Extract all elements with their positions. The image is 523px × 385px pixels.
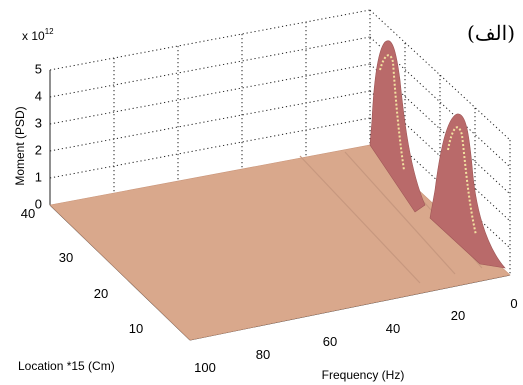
- z-axis-label: Moment (PSD): [13, 106, 27, 185]
- grid-line: [49, 63, 371, 125]
- peak-1-highlight: [379, 54, 405, 171]
- frequency-axis-label: Frequency (Hz): [322, 368, 405, 382]
- location-tick-label: 20: [94, 286, 108, 301]
- surface: [49, 40, 511, 341]
- z-multiplier-exponent: 12: [45, 27, 54, 36]
- surface-ridge: [299, 155, 421, 284]
- grid-line: [49, 90, 371, 152]
- z-tick-label: 4: [35, 88, 42, 103]
- frequency-tick-label: 40: [386, 321, 400, 336]
- z-tick-label: 3: [35, 115, 42, 130]
- location-axis-label: Location *15 (Cm): [18, 359, 115, 373]
- z-tick-label: 1: [35, 169, 42, 184]
- z-tick-label: 0: [35, 196, 42, 211]
- location-axis-ticks: 40 30 20 10: [21, 206, 143, 336]
- frequency-tick-label: 60: [323, 334, 337, 349]
- location-tick-label: 40: [21, 206, 35, 221]
- frequency-tick-label: 100: [194, 360, 216, 375]
- z-axis-ticks: 0 1 2 3 4 5: [35, 61, 42, 211]
- grid-line: [49, 9, 371, 71]
- location-tick-label: 30: [59, 250, 73, 265]
- frequency-tick-label: 20: [451, 308, 465, 323]
- surface-ridge: [344, 151, 456, 275]
- frequency-tick-label: 0: [510, 296, 517, 311]
- location-tick-label: 10: [129, 321, 143, 336]
- surface-peak-2: [429, 113, 506, 269]
- z-multiplier: x 1012: [22, 27, 54, 43]
- z-tick-label: 2: [35, 142, 42, 157]
- panel-label: (الف): [467, 21, 515, 45]
- surface-peak-1: [369, 40, 426, 213]
- frequency-axis-ticks: 0 20 40 60 80 100: [194, 296, 517, 375]
- z-tick-label: 5: [35, 61, 42, 76]
- z-multiplier-base: x 10: [22, 29, 45, 43]
- surface-floor: [49, 144, 511, 341]
- frequency-tick-label: 80: [256, 347, 270, 362]
- grid-line: [49, 36, 371, 98]
